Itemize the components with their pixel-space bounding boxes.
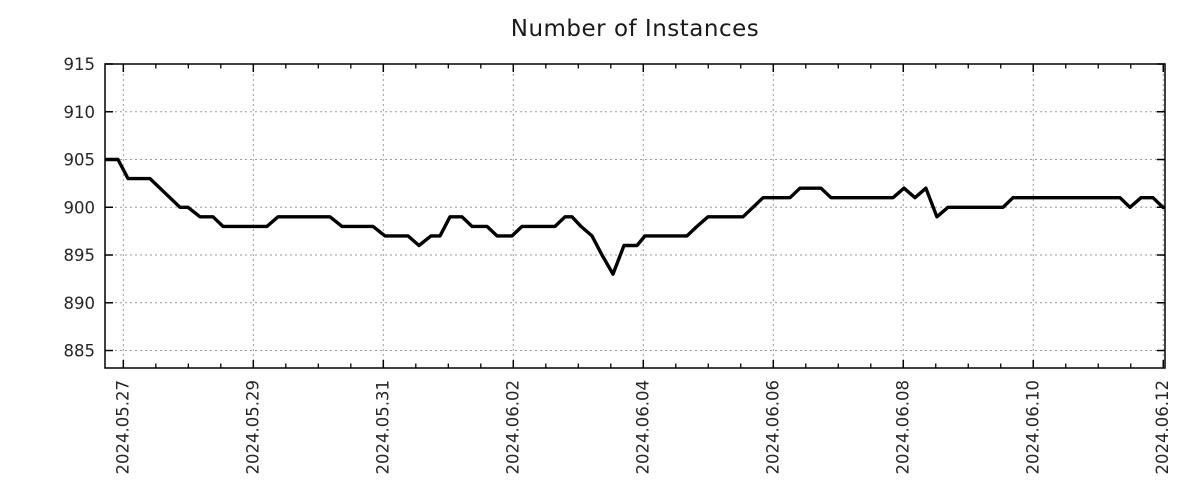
y-tick-label: 905 — [64, 151, 96, 170]
y-tick-label: 900 — [64, 198, 96, 217]
x-tick-label: 2024.06.02 — [503, 380, 522, 474]
chart-title: Number of Instances — [510, 16, 760, 42]
x-tick-label: 2024.06.10 — [1023, 380, 1042, 474]
x-tick-label: 2024.05.27 — [113, 380, 132, 474]
y-tick-label: 885 — [64, 342, 96, 361]
y-tick-label: 890 — [64, 294, 96, 313]
x-tick-label: 2024.05.31 — [373, 380, 392, 474]
x-tick-label: 2024.06.06 — [763, 380, 782, 474]
y-tick-label: 915 — [64, 55, 96, 74]
y-tick-label: 910 — [64, 103, 96, 122]
x-tick-label: 2024.06.12 — [1153, 380, 1172, 474]
y-tick-label: 895 — [64, 246, 96, 265]
x-tick-label: 2024.05.29 — [243, 380, 262, 474]
plot-border — [104, 63, 1166, 369]
x-tick-label: 2024.06.04 — [633, 380, 652, 474]
x-tick-label: 2024.06.08 — [893, 380, 912, 474]
series-line — [105, 157, 1165, 276]
